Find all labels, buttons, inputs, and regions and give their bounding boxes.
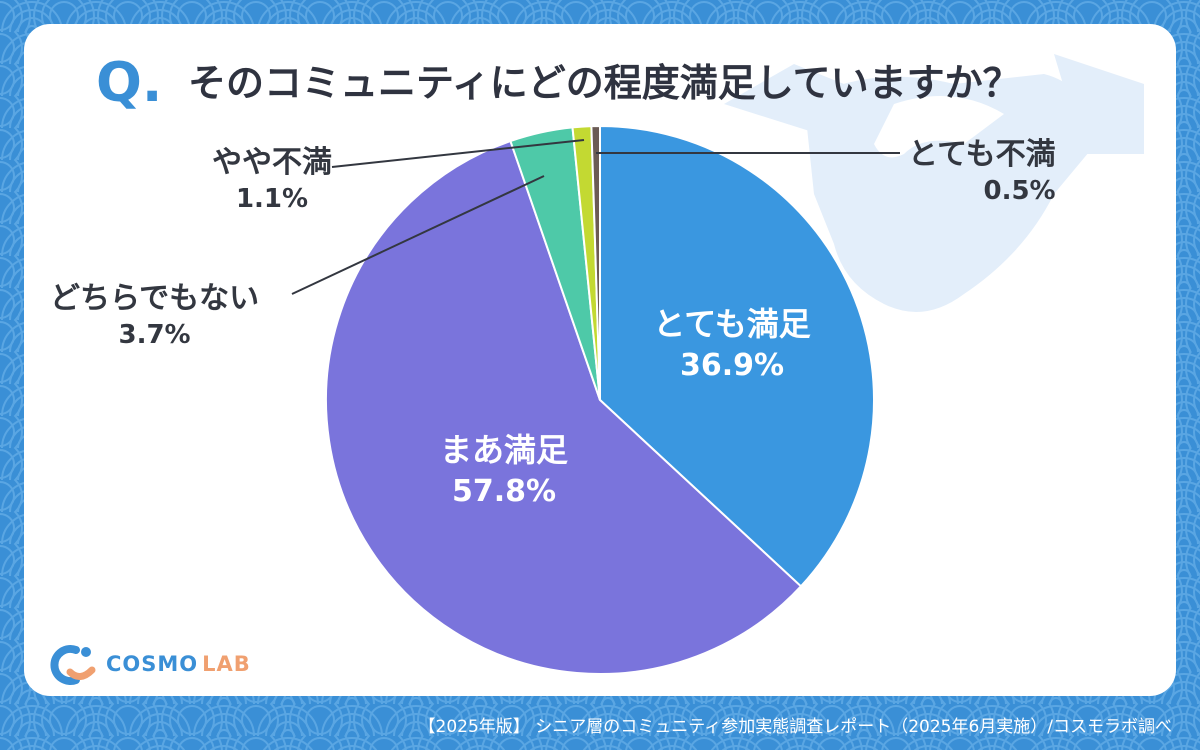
slice-value: 57.8% [451, 473, 557, 509]
question-marker: Q. [96, 51, 163, 114]
slice-value: 1.1% [235, 183, 309, 214]
label-とても満足: とても満足 36.9% [642, 306, 822, 383]
label-どちらでもない: どちらでもない 3.7% [50, 281, 260, 350]
leader-line-どちらでもない [291, 175, 545, 295]
cosmo-lab-logo-icon [50, 645, 96, 685]
source-footer: 【2025年版】 シニア層のコミュニティ参加実態調査レポート（2025年6月実施… [418, 717, 1172, 737]
logo-text-cosmo: COSMO [106, 652, 199, 676]
pie-slice-とても不満 [590, 124, 601, 401]
slice-label: どちらでもない [50, 281, 260, 316]
slice-label: まあ満足 [439, 431, 568, 469]
cosmo-lab-logo: COSMO LAB [46, 642, 251, 686]
label-やや不満: やや不満 1.1% [212, 145, 332, 214]
pie-chart [291, 124, 900, 675]
slice-value: 0.5% [983, 175, 1056, 206]
chart-card: Q. そのコミュニティにどの程度満足していますか？ やや不満 1.1% どちらで… [24, 24, 1176, 696]
label-とても不満: とても不満 0.5% [908, 137, 1056, 206]
pie-slice-まあ満足 [325, 139, 803, 675]
logo-text-lab: LAB [202, 652, 251, 676]
slice-value: 3.7% [118, 319, 191, 350]
handshake-icon [724, 54, 1144, 312]
label-まあ満足: まあ満足 57.8% [424, 432, 584, 509]
slice-label: とても満足 [653, 305, 811, 343]
slice-label: やや不満 [212, 145, 332, 180]
question-title: そのコミュニティにどの程度満足していますか？ [188, 61, 1021, 105]
logo-wordmark: COSMO LAB [106, 652, 251, 676]
slice-value: 36.9% [679, 347, 785, 383]
slice-label: とても不満 [908, 137, 1056, 172]
pie-slice-とても満足 [599, 124, 875, 588]
leader-line-やや不満 [331, 139, 585, 168]
